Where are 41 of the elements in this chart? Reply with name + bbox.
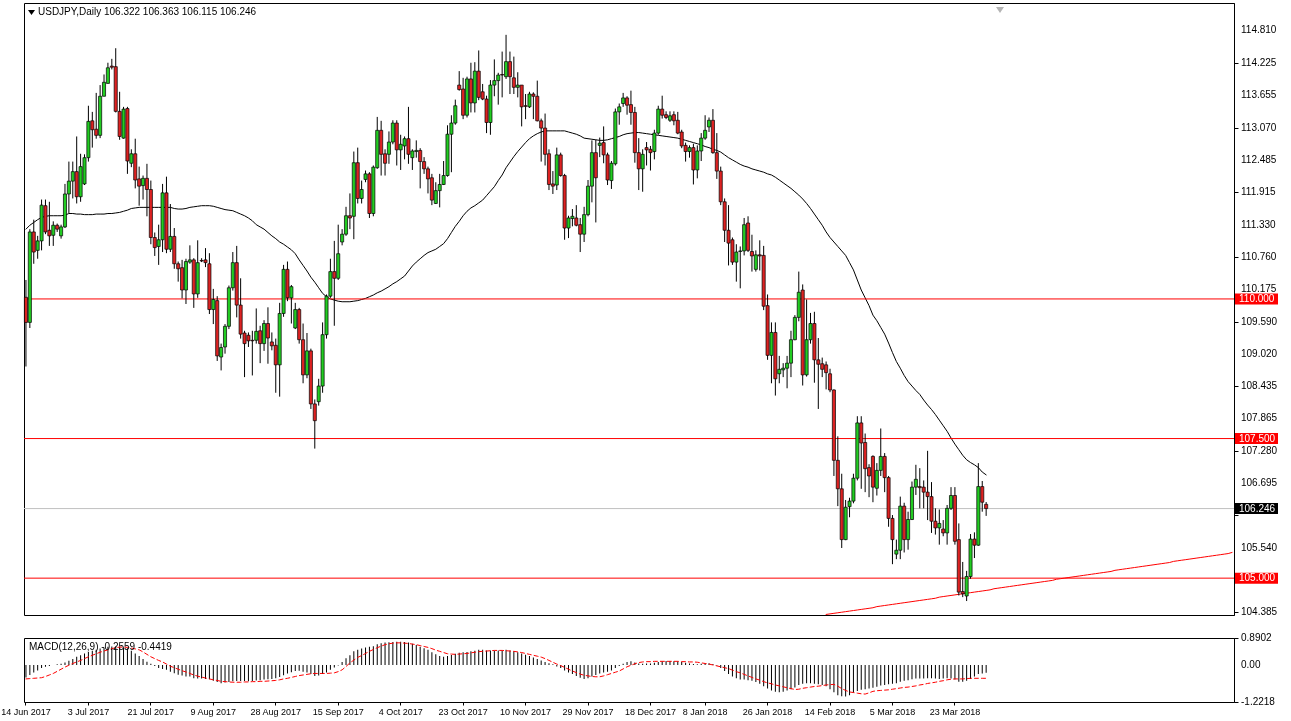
- y-tick-label: 105.540: [1241, 541, 1278, 553]
- y-tick-label: 106.695: [1241, 477, 1278, 489]
- x-tick-label: 28 Aug 2017: [250, 706, 302, 717]
- y-tick-label: 104.385: [1241, 606, 1278, 618]
- y-tick-label: 114.225: [1241, 57, 1277, 69]
- ref-line-label: 107.500: [1239, 432, 1276, 444]
- y-tick-label: 112.485: [1241, 154, 1277, 166]
- y-tick-label: 109.020: [1241, 347, 1278, 359]
- chart-title: USDJPY,Daily 106.322 106.363 106.115 106.246: [38, 6, 257, 17]
- x-tick-label: 10 Nov 2017: [500, 706, 552, 717]
- x-tick-label: 18 Dec 2017: [624, 706, 676, 717]
- x-tick-label: 8 Jan 2018: [682, 706, 728, 717]
- x-tick-label: 14 Feb 2018: [804, 706, 856, 717]
- chart-title: MACD(12,26,9) -0.2559 -0.4419: [29, 641, 173, 652]
- y-tick-label: -1.2218: [1241, 696, 1276, 707]
- x-tick-label: 23 Mar 2018: [929, 706, 981, 717]
- y-tick-label: 107.280: [1241, 444, 1278, 456]
- y-tick-label: 111.915: [1241, 186, 1277, 198]
- y-tick-label: 113.655: [1241, 88, 1277, 100]
- y-tick-label: 109.590: [1241, 315, 1278, 327]
- y-tick-label: 110.760: [1241, 250, 1277, 262]
- ref-line-label: 106.246: [1239, 502, 1276, 514]
- x-tick-label: 23 Oct 2017: [438, 706, 488, 717]
- y-tick-label: 111.330: [1241, 218, 1277, 230]
- x-tick-label: 26 Jan 2018: [742, 706, 793, 717]
- y-tick-label: 114.810: [1241, 24, 1277, 36]
- y-tick-label: 0.00: [1241, 658, 1261, 670]
- x-tick-label: 29 Nov 2017: [562, 706, 614, 717]
- y-tick-label: 113.070: [1241, 121, 1277, 133]
- y-tick-label: 0.8902: [1241, 632, 1273, 643]
- x-tick-label: 21 Jul 2017: [127, 706, 175, 717]
- ref-line-label: 110.000: [1239, 292, 1275, 304]
- x-tick-label: 14 Jun 2017: [1, 706, 51, 717]
- x-tick-label: 4 Oct 2017: [378, 706, 423, 717]
- y-tick-label: 110.175: [1241, 283, 1277, 295]
- y-tick-label: 107.865: [1241, 412, 1278, 424]
- x-tick-label: 5 Mar 2018: [869, 706, 916, 717]
- x-tick-label: 9 Aug 2017: [190, 706, 237, 717]
- x-tick-label: 15 Sep 2017: [312, 706, 364, 717]
- x-tick-label: 3 Jul 2017: [67, 706, 110, 717]
- y-tick-label: 108.435: [1241, 380, 1278, 392]
